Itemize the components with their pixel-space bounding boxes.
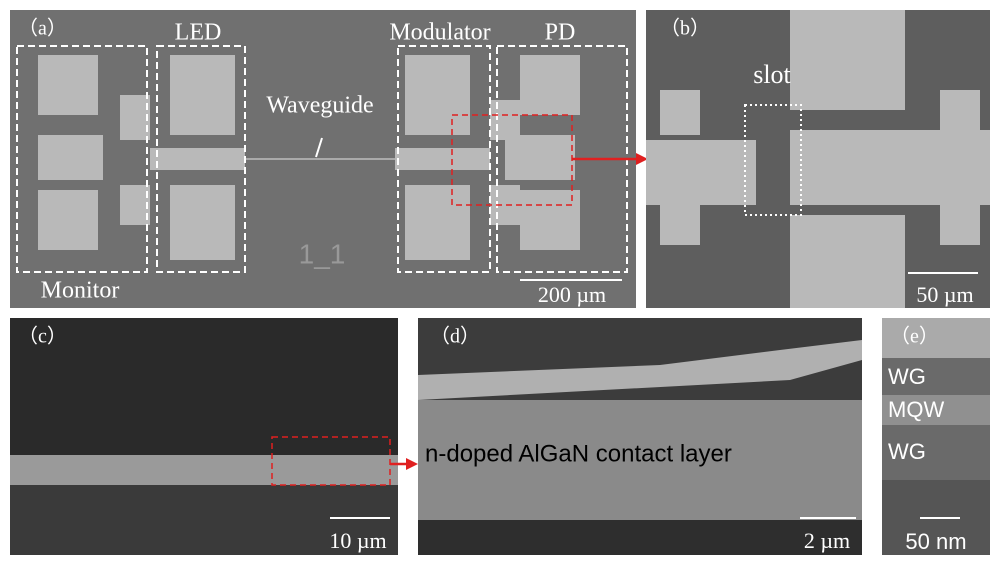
scale-bar: 2 µm — [804, 528, 850, 553]
label: Monitor — [41, 278, 120, 304]
panel-label: （a） — [18, 17, 67, 40]
label: Modulator — [389, 20, 490, 46]
scale-bar: 10 µm — [329, 528, 386, 553]
panel-label: （e） — [890, 325, 939, 348]
scale-bar: 50 nm — [905, 529, 966, 554]
panel-label: （b） — [660, 17, 710, 40]
panel-b: （b） slot 50 µm — [646, 10, 990, 308]
panel-d: （d） 2 µm n-doped AlGaN contact layer — [418, 318, 862, 555]
panel-a: （a） LED Modulator PD Waveguide Monitor 1… — [10, 10, 648, 308]
panel-label: （c） — [18, 325, 67, 348]
annotation: n-doped AlGaN contact layer — [425, 440, 732, 467]
label: WG — [888, 364, 926, 389]
label: slot — [753, 60, 791, 89]
label: Waveguide — [266, 93, 373, 119]
panel-c: （c） 10 µm — [10, 318, 418, 555]
label: 1_1 — [299, 238, 346, 269]
label: PD — [545, 20, 576, 46]
scale-bar: 50 µm — [916, 282, 973, 307]
label: LED — [175, 20, 222, 46]
panel-label: （d） — [430, 325, 480, 348]
scale-bar: 200 µm — [538, 282, 606, 307]
label: WG — [888, 439, 926, 464]
panel-e: （e） WG MQW WG 50 nm — [882, 318, 990, 555]
label: MQW — [888, 397, 944, 422]
